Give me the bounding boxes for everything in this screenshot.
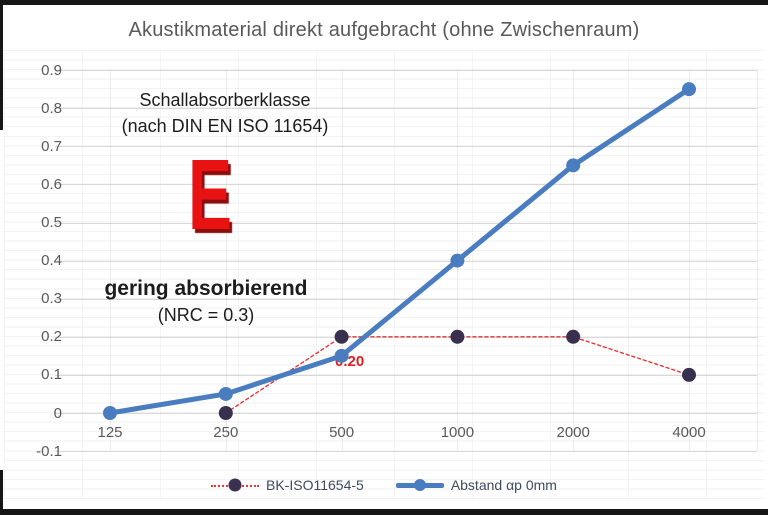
y-gridline xyxy=(55,222,757,224)
absorber-class-heading: Schallabsorberklasse (nach DIN EN ISO 11… xyxy=(60,87,390,139)
series-line-0 xyxy=(225,336,690,414)
y-tick-label: 0.5 xyxy=(41,214,62,231)
data-point-marker xyxy=(218,386,233,401)
y-tick-label: 0.4 xyxy=(41,252,62,270)
y-tick-label: 0.9 xyxy=(41,61,62,79)
rating-subtext: (NRC = 0.3) xyxy=(157,305,255,325)
y-tick-label: 0.1 xyxy=(41,366,62,384)
legend-item-bk-iso11654-5: BK-ISO11654-5 xyxy=(211,477,364,493)
data-point-marker xyxy=(218,406,233,420)
dotted-line-swatch-icon xyxy=(211,478,260,492)
x-tick-label: 2000 xyxy=(556,424,590,441)
absorber-class-heading-line1: Schallabsorberklasse xyxy=(139,90,311,110)
data-point-marker xyxy=(682,82,696,97)
y-gridline xyxy=(55,336,757,338)
legend-item-abstand-ap-0mm: Abstand αp 0mm xyxy=(395,477,557,493)
solid-line-swatch-icon xyxy=(395,479,444,492)
y-gridline xyxy=(55,146,757,148)
legend-marker-dot-icon xyxy=(228,478,242,492)
y-tick-label: 0.2 xyxy=(41,328,62,346)
data-point-marker xyxy=(566,329,581,344)
category-gridline xyxy=(110,70,111,451)
y-gridline xyxy=(55,413,757,414)
data-point-marker xyxy=(566,158,581,173)
data-point-marker xyxy=(334,329,349,344)
absorber-class-letter: E xyxy=(187,139,233,251)
photo-left-edge-top xyxy=(0,0,3,130)
x-tick-label: 250 xyxy=(213,424,239,441)
rating-text: gering absorbierend xyxy=(104,277,308,300)
y-tick-label: 0 xyxy=(53,404,62,422)
x-tick-label: 500 xyxy=(329,424,355,441)
legend-label: Abstand αp 0mm xyxy=(450,477,557,493)
y-gridline xyxy=(55,184,757,186)
category-gridline xyxy=(225,70,227,451)
x-tick-label: 4000 xyxy=(672,424,706,441)
photo-left-edge-bottom xyxy=(0,470,3,515)
legend-marker-dot-icon xyxy=(413,479,426,491)
y-gridline xyxy=(55,260,757,262)
y-tick-label: 0.7 xyxy=(41,137,62,155)
data-point-marker xyxy=(103,406,117,420)
category-gridline xyxy=(341,70,343,451)
category-gridline xyxy=(689,70,690,451)
data-point-marker xyxy=(450,253,465,268)
y-tick-label: 0.6 xyxy=(41,175,62,193)
data-point-marker xyxy=(450,329,465,344)
chart-title: Akustikmaterial direkt aufgebracht (ohne… xyxy=(128,19,640,41)
category-gridline xyxy=(573,70,575,451)
data-point-marker xyxy=(682,367,696,382)
legend-label: BK-ISO11654-5 xyxy=(266,477,364,493)
absorber-class-heading-line2: (nach DIN EN ISO 11654) xyxy=(121,116,329,136)
data-point-marker xyxy=(334,348,349,363)
y-gridline xyxy=(55,374,757,376)
y-gridline xyxy=(55,108,757,110)
y-tick-label: -0.1 xyxy=(36,442,62,460)
plot-right-edge xyxy=(757,70,758,451)
photo-top-edge xyxy=(0,0,768,5)
legend: BK-ISO11654-5 Abstand αp 0mm xyxy=(0,477,768,493)
y-gridline xyxy=(55,298,757,300)
series-line-1 xyxy=(107,86,692,416)
photo-bottom-edge xyxy=(0,509,768,515)
y-tick-label: 0.8 xyxy=(41,99,62,117)
x-tick-label: 125 xyxy=(97,424,123,441)
x-tick-label: 1000 xyxy=(440,424,475,441)
y-tick-label: 0.3 xyxy=(41,290,62,308)
y-gridline xyxy=(55,451,757,453)
y-gridline xyxy=(55,70,757,72)
